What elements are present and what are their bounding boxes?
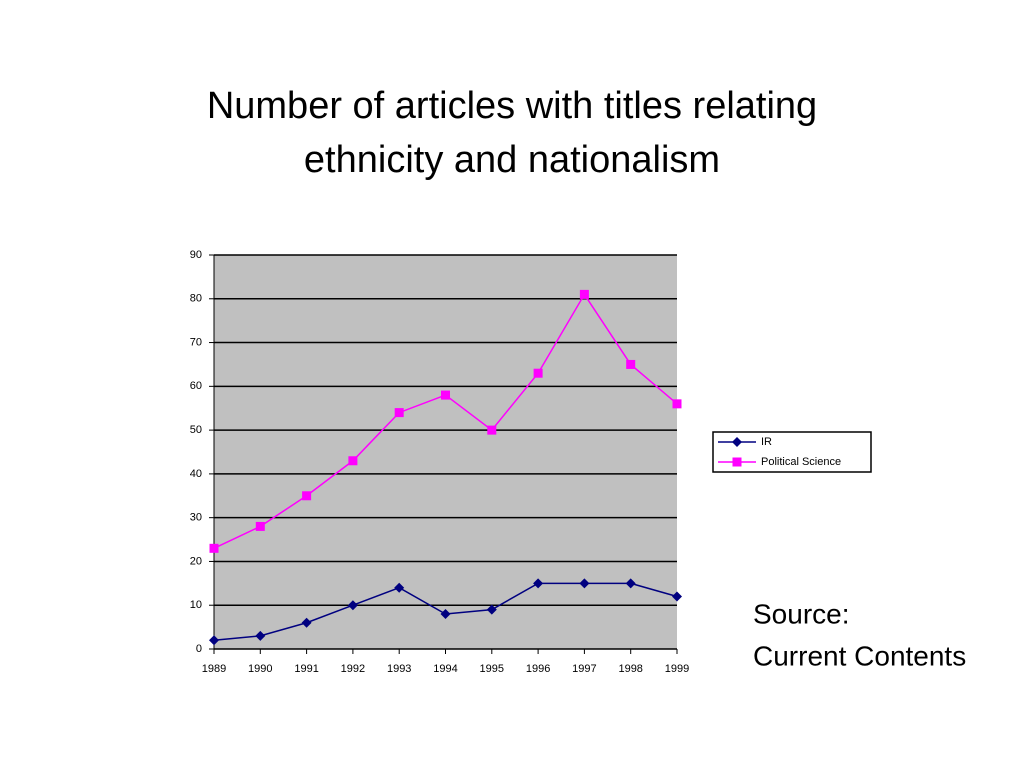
data-point (533, 578, 544, 589)
legend-label: Political Science (761, 456, 841, 468)
x-tick-label: 1994 (433, 663, 457, 675)
data-point (626, 359, 636, 369)
data-point (255, 630, 266, 641)
y-tick-label: 20 (190, 555, 202, 567)
y-tick-label: 90 (190, 249, 202, 261)
chart-title: ethnicity and nationalism (304, 139, 720, 181)
data-point (394, 582, 405, 593)
data-point (440, 608, 451, 619)
data-point (672, 399, 682, 409)
y-tick-label: 0 (196, 643, 202, 655)
data-point (579, 578, 590, 589)
data-point (486, 604, 497, 615)
x-tick-label: 1993 (387, 663, 411, 675)
data-point (394, 408, 404, 418)
x-tick-label: 1995 (480, 663, 504, 675)
data-point (255, 521, 265, 531)
x-tick-label: 1998 (618, 663, 642, 675)
y-tick-label: 50 (190, 424, 202, 436)
y-tick-label: 10 (190, 599, 202, 611)
annotation: Current Contents (753, 640, 966, 671)
data-point (625, 578, 636, 589)
legend-label: IR (761, 436, 772, 448)
data-point (348, 456, 358, 466)
x-tick-label: 1989 (202, 663, 226, 675)
x-tick-label: 1991 (294, 663, 318, 675)
data-point (533, 368, 543, 378)
legend-marker (732, 457, 742, 467)
y-tick-label: 40 (190, 468, 202, 480)
data-point (441, 390, 450, 400)
data-point (209, 543, 219, 553)
x-tick-label: 1996 (526, 663, 550, 675)
annotation: Source: (753, 598, 850, 629)
legend-marker (732, 437, 742, 447)
chart-title: Number of articles with titles relating (207, 85, 817, 127)
x-tick-label: 1992 (341, 663, 365, 675)
y-tick-label: 80 (190, 293, 202, 305)
data-point (347, 600, 358, 611)
data-point (579, 289, 589, 299)
y-tick-label: 70 (190, 336, 202, 348)
plot-area (214, 255, 677, 649)
data-point (302, 491, 312, 501)
data-point (209, 635, 219, 646)
x-tick-label: 1990 (248, 663, 272, 675)
data-point (672, 591, 682, 602)
y-tick-label: 30 (190, 512, 202, 524)
y-tick-label: 60 (190, 380, 202, 392)
x-tick-label: 1999 (665, 663, 689, 675)
data-point (487, 425, 497, 435)
x-tick-label: 1997 (572, 663, 596, 675)
data-point (301, 617, 312, 628)
